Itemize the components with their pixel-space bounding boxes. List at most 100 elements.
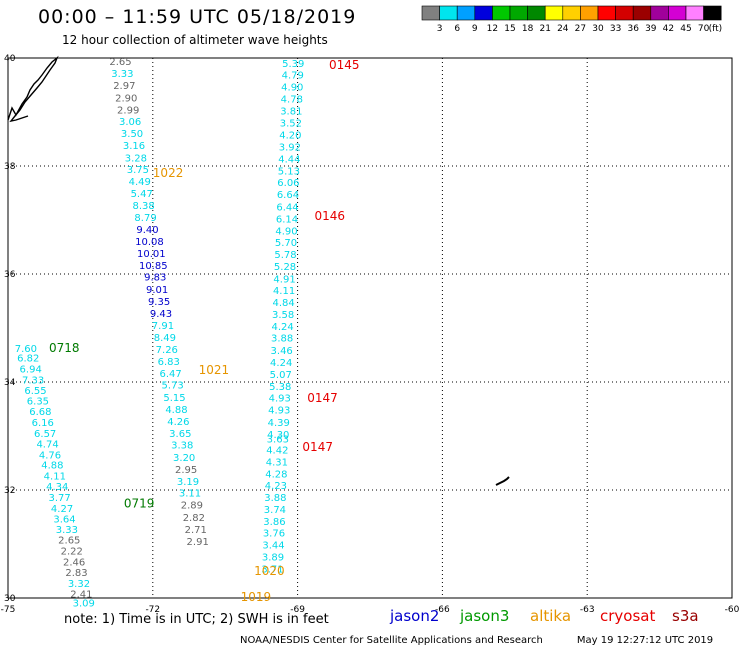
wave-height-value: 3.33 [111, 69, 133, 80]
colorbar-label: 45 [680, 24, 691, 34]
wave-height-value: 5.38 [269, 382, 291, 393]
colorbar-label: 70 [698, 24, 710, 34]
wave-height-value: 2.97 [113, 81, 135, 92]
wave-height-value: 4.44 [278, 154, 300, 165]
colorbar-swatch [509, 5, 528, 21]
wave-height-value: 3.65 [169, 429, 191, 440]
colorbar-label: 39 [645, 24, 657, 34]
wave-height-value: 6.44 [276, 203, 298, 214]
pass-time-label: 0146 [314, 209, 345, 223]
wave-height-value: 10.85 [139, 261, 168, 272]
wave-height-value: 3.71 [261, 564, 283, 575]
wave-height-value: 3.89 [262, 552, 284, 563]
wave-height-value: 4.74 [36, 440, 58, 451]
credit-text: NOAA/NESDIS Center for Satellite Applica… [240, 635, 543, 646]
wave-height-value: 3.46 [271, 346, 293, 357]
wave-height-value: 6.16 [32, 418, 54, 429]
colorbar-label: 12 [487, 24, 498, 34]
wave-height-value: 6.83 [158, 357, 180, 368]
wave-height-value: 3.50 [121, 129, 143, 140]
x-tick-label: -66 [435, 605, 450, 615]
wave-height-value: 3.28 [125, 153, 147, 164]
colorbar-label: 36 [627, 24, 639, 34]
wave-height-value: 4.11 [44, 471, 66, 482]
wave-height-value: 6.06 [277, 178, 299, 189]
x-tick-label: -60 [725, 605, 740, 615]
axis-ticks: -75 -72 -69 -66 -63 -60 40 38 36 34 32 30 [1, 54, 740, 615]
wave-height-value: 3.32 [68, 579, 90, 590]
wave-height-value: 2.41 [70, 590, 92, 601]
wave-height-value: 3.88 [271, 334, 293, 345]
colorbar-label: 27 [575, 24, 586, 34]
pass-time-label: 1022 [153, 166, 184, 180]
colorbar-unit: (ft) [709, 24, 723, 34]
wave-height-value: 2.91 [187, 537, 209, 548]
wave-height-value: 4.11 [273, 286, 295, 297]
wave-height-value: 2.90 [115, 93, 137, 104]
wave-height-value: 9.35 [148, 297, 170, 308]
wave-height-value: 3.88 [264, 493, 286, 504]
colorbar-swatch [421, 5, 440, 21]
y-tick-label: 38 [4, 162, 16, 172]
wave-height-value: 2.65 [109, 57, 131, 68]
y-tick-label: 36 [4, 270, 16, 280]
wave-height-value: 5.47 [131, 189, 153, 200]
wave-height-value: 5.15 [163, 393, 185, 404]
wave-height-value: 2.95 [175, 465, 197, 476]
wave-height-value: 4.26 [167, 417, 189, 428]
wave-height-value: 6.82 [17, 354, 39, 365]
wave-height-value: 9.43 [150, 309, 172, 320]
wave-height-value: 3.58 [272, 310, 294, 321]
wave-height-value: 3.20 [173, 453, 195, 464]
wave-height-value: 4.34 [46, 482, 68, 493]
wave-height-value: 2.99 [117, 105, 139, 116]
wave-height-value: 3.38 [171, 441, 193, 452]
legend-jason3: jason3 [460, 607, 510, 625]
map-subtitle: 12 hour collection of altimeter wave hei… [62, 33, 328, 47]
wave-height-value: 2.89 [181, 501, 203, 512]
pass-time-label: 0147 [302, 440, 333, 454]
x-tick-label: -72 [145, 605, 160, 615]
wave-height-value: 4.27 [51, 504, 73, 515]
colorbar-label: 15 [504, 24, 515, 34]
wave-height-value: 3.19 [177, 477, 199, 488]
wave-height-value: 4.79 [282, 71, 304, 82]
legend-altika: altika [530, 607, 572, 625]
wave-height-value: 4.42 [266, 446, 288, 457]
wave-height-value: 5.73 [161, 381, 183, 392]
wave-height-value: 4.28 [265, 469, 287, 480]
wave-height-value: 3.64 [53, 515, 75, 526]
map-title: 00:00 – 11:59 UTC 05/18/2019 [38, 6, 357, 28]
colorbar-swatch [562, 5, 581, 21]
colorbar-swatch [632, 5, 652, 21]
colorbar-swatch [615, 5, 634, 21]
wave-height-value: 3.06 [119, 117, 141, 128]
colorbar-label: 9 [472, 24, 478, 34]
pass-time-label: 1019 [241, 590, 272, 604]
pass-time-label: 1021 [199, 363, 230, 377]
wave-height-value: 3.81 [280, 106, 302, 117]
colorbar-label: 33 [610, 24, 621, 34]
wave-height-value: 7.26 [156, 345, 178, 356]
wave-height-value: 5.39 [282, 59, 304, 70]
y-tick-label: 34 [4, 378, 16, 388]
wave-height-value: 2.71 [185, 525, 207, 536]
wave-height-value: 3.74 [264, 505, 286, 516]
pass-time-label: 0718 [49, 341, 80, 355]
legend-cryosat: cryosat [600, 607, 656, 625]
wave-height-value: 4.23 [265, 481, 287, 492]
wave-height-value: 7.33 [22, 375, 44, 386]
wave-height-value: 4.90 [275, 226, 297, 237]
x-tick-label: -75 [1, 605, 16, 615]
colorbar-swatch [703, 5, 722, 21]
wave-height-value: 4.24 [270, 358, 292, 369]
colorbar: 3 6 9 12 15 18 21 24 27 30 33 36 39 42 45 70 (ft) [421, 5, 723, 34]
wave-height-value: 4.30 [267, 430, 289, 441]
wave-height-value: 6.64 [277, 190, 299, 201]
wave-height-value: 3.77 [49, 493, 71, 504]
wave-height-value: 2.82 [183, 513, 205, 524]
legend-jason2: jason2 [390, 607, 440, 625]
wave-height-value: 5.70 [275, 238, 297, 249]
wave-height-value: 4.84 [272, 298, 294, 309]
